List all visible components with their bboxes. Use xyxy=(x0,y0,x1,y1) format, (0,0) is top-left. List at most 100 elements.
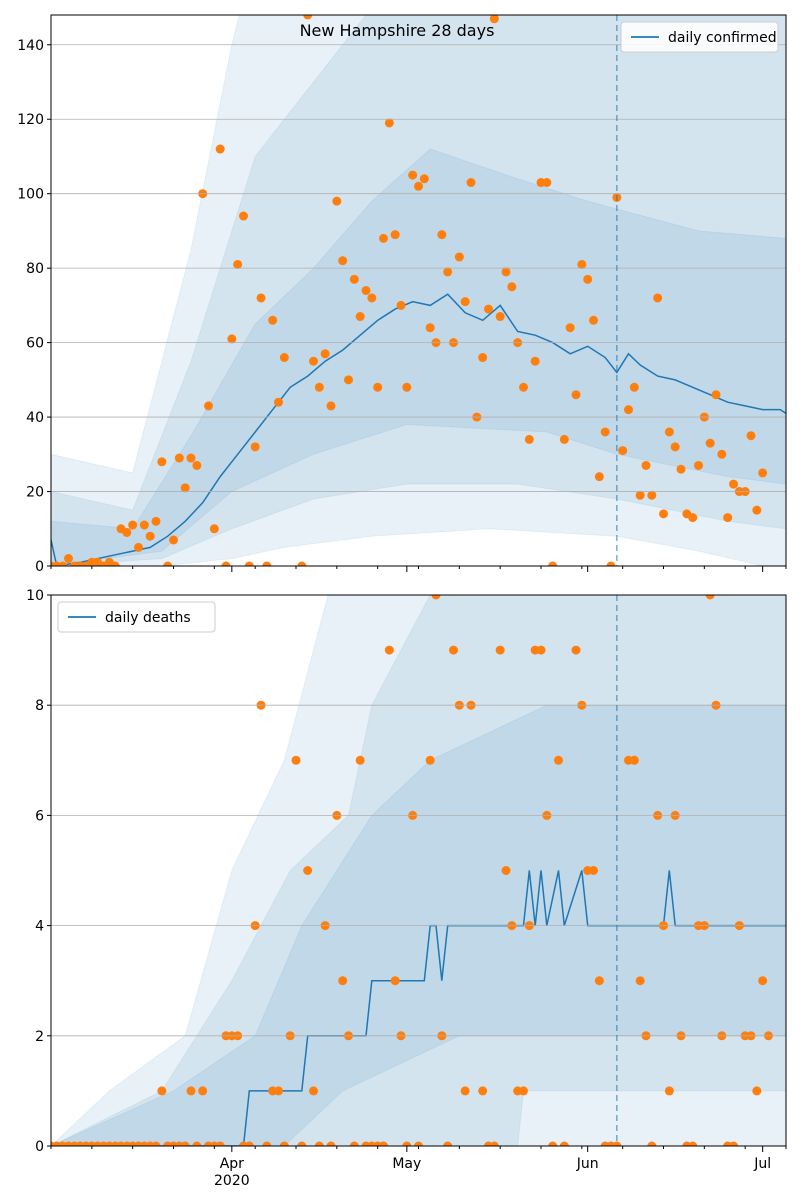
observed-point xyxy=(134,542,143,552)
observed-point xyxy=(589,315,598,325)
observed-point xyxy=(501,267,511,277)
observed-point xyxy=(180,483,190,493)
observed-point xyxy=(752,1086,762,1096)
y-tick-label: 20 xyxy=(26,485,44,501)
uncertainty-band-1 xyxy=(51,15,786,566)
observed-point xyxy=(705,595,715,600)
observed-point xyxy=(151,1141,161,1146)
observed-point xyxy=(647,1141,657,1146)
observed-point xyxy=(204,401,213,411)
observed-point xyxy=(209,524,219,534)
observed-point xyxy=(268,315,278,325)
y-tick-label: 80 xyxy=(26,261,44,277)
legend-box xyxy=(620,21,779,53)
observed-point xyxy=(349,274,359,284)
legend: daily deaths xyxy=(57,601,216,633)
observed-point xyxy=(612,1141,622,1146)
observed-point xyxy=(495,312,505,322)
observed-point xyxy=(367,293,377,303)
observed-point xyxy=(478,1086,488,1096)
observed-point xyxy=(583,274,593,284)
observed-point xyxy=(723,513,733,523)
observed-point xyxy=(384,645,394,655)
observed-point xyxy=(629,382,639,392)
observed-point xyxy=(314,382,324,392)
observed-point xyxy=(192,1141,202,1146)
observed-point xyxy=(548,561,558,566)
observed-point xyxy=(676,464,686,474)
observed-point xyxy=(174,453,184,463)
x-tick-label: Jun xyxy=(576,1156,599,1172)
observed-point xyxy=(355,312,365,322)
observed-point xyxy=(262,1141,272,1146)
y-tick-label: 6 xyxy=(35,808,44,824)
observed-point xyxy=(139,520,149,530)
observed-point xyxy=(705,438,715,448)
x-tick-label: Apr xyxy=(220,1156,244,1172)
observed-point xyxy=(192,460,202,470)
observed-point xyxy=(396,300,406,310)
observed-point xyxy=(355,755,365,765)
observed-point xyxy=(443,267,453,277)
observed-point xyxy=(239,211,248,221)
observed-point xyxy=(64,554,73,564)
observed-point xyxy=(244,1141,254,1146)
observed-point xyxy=(454,252,464,262)
observed-point xyxy=(635,976,645,986)
observed-point xyxy=(390,230,400,240)
observed-point xyxy=(297,1141,307,1146)
observed-point xyxy=(449,645,458,655)
observed-point xyxy=(507,282,517,292)
y-tick-label: 2 xyxy=(35,1029,44,1045)
observed-point xyxy=(338,976,348,986)
observed-point xyxy=(279,1141,289,1146)
observed-point xyxy=(536,645,546,655)
observed-point xyxy=(443,1141,453,1146)
y-tick-label: 40 xyxy=(26,410,44,426)
observed-point xyxy=(554,755,563,765)
observed-point xyxy=(233,259,243,269)
observed-point xyxy=(221,561,231,566)
observed-point xyxy=(466,178,476,188)
observed-point xyxy=(565,323,575,333)
observed-point xyxy=(151,516,161,526)
plot-area xyxy=(51,15,786,566)
uncertainty-band-3 xyxy=(51,148,786,566)
observed-point xyxy=(729,479,738,489)
observed-point xyxy=(291,755,301,765)
observed-point xyxy=(629,755,639,765)
observed-point xyxy=(303,15,313,20)
observed-point xyxy=(279,353,289,363)
observed-point xyxy=(495,645,505,655)
y-tick-label: 60 xyxy=(26,336,44,352)
observed-point xyxy=(244,561,254,566)
observed-point xyxy=(484,304,493,314)
observed-point xyxy=(157,457,167,467)
observed-point xyxy=(460,1086,470,1096)
legend-box xyxy=(57,601,216,633)
observed-point xyxy=(274,397,283,407)
observed-point xyxy=(489,15,499,24)
observed-point xyxy=(618,446,628,456)
observed-point xyxy=(559,434,569,444)
observed-point xyxy=(145,531,155,541)
observed-point xyxy=(384,118,394,128)
observed-point xyxy=(361,286,371,295)
legend-label: daily confirmed xyxy=(668,30,777,46)
observed-point xyxy=(594,472,604,482)
legend: daily confirmed xyxy=(620,21,779,53)
observed-point xyxy=(122,527,132,537)
x-tick-label: Jul xyxy=(753,1156,771,1172)
y-tick-label: 120 xyxy=(17,112,44,128)
y-tick-label: 140 xyxy=(17,38,44,54)
observed-point xyxy=(664,1086,674,1096)
observed-point xyxy=(326,1141,336,1146)
x-tick-sublabel: 2020 xyxy=(214,1173,250,1189)
observed-point xyxy=(577,259,587,269)
observed-point xyxy=(215,144,225,154)
observed-point xyxy=(402,382,412,392)
y-tick-label: 4 xyxy=(35,919,44,935)
observed-point xyxy=(157,1086,167,1096)
